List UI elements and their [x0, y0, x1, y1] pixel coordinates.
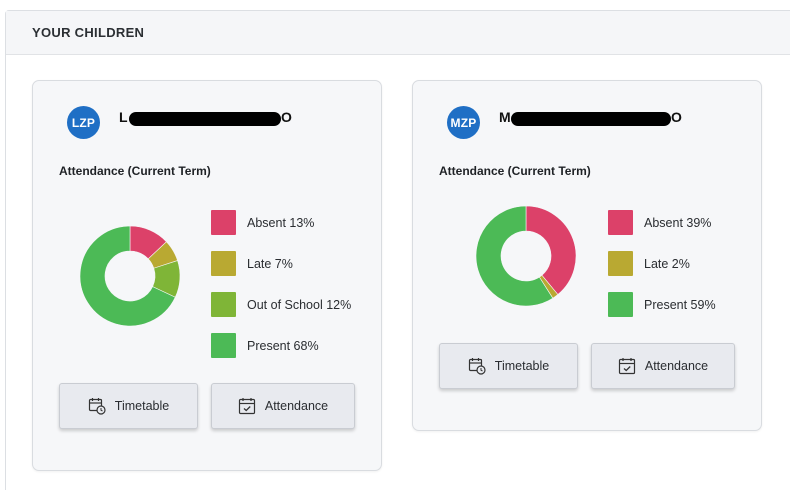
avatar: MZP — [447, 106, 480, 139]
calendar-clock-icon — [468, 358, 486, 375]
child-card-2: MZP M O Attendance (Current Term) Absent… — [412, 80, 762, 431]
donut-segment-present — [79, 225, 176, 327]
attendance-donut — [475, 205, 577, 307]
attendance-button[interactable]: Attendance — [591, 343, 735, 389]
legend-swatch — [211, 251, 236, 276]
legend-item-present: Present 59% — [608, 284, 716, 325]
legend-item-present: Present 68% — [211, 325, 351, 366]
child-name-first: M — [499, 109, 511, 125]
legend-label: Absent 39% — [644, 215, 712, 230]
child-name-first: L — [119, 109, 128, 125]
attendance-title: Attendance (Current Term) — [439, 164, 591, 178]
legend-label: Late 7% — [247, 256, 293, 271]
legend-item-absent: Absent 39% — [608, 202, 716, 243]
avatar: LZP — [67, 106, 100, 139]
child-card-1: LZP L O Attendance (Current Term) Absent… — [32, 80, 382, 471]
donut-segment-absent — [525, 205, 577, 295]
donut-segment-present — [475, 205, 554, 307]
panel-header: YOUR CHILDREN — [6, 11, 790, 55]
legend-item-absent: Absent 13% — [211, 202, 351, 243]
legend-label: Present 59% — [644, 297, 716, 312]
redaction-bar — [129, 112, 281, 126]
legend-item-late: Late 7% — [211, 243, 351, 284]
legend-label: Late 2% — [644, 256, 690, 271]
child-name-end: O — [281, 109, 292, 125]
timetable-button-label: Timetable — [494, 359, 550, 373]
attendance-legend: Absent 39% Late 2% Present 59% — [608, 202, 716, 325]
legend-swatch — [211, 210, 236, 235]
calendar-check-icon — [618, 358, 635, 375]
calendar-check-icon — [238, 398, 255, 415]
legend-item-out-of-school: Out of School 12% — [211, 284, 351, 325]
legend-swatch — [608, 251, 633, 276]
attendance-button[interactable]: Attendance — [211, 383, 355, 429]
legend-label: Present 68% — [247, 338, 319, 353]
attendance-donut — [79, 225, 181, 327]
attendance-legend: Absent 13% Late 7% Out of School 12% Pre… — [211, 202, 351, 366]
attendance-title: Attendance (Current Term) — [59, 164, 211, 178]
legend-item-late: Late 2% — [608, 243, 716, 284]
timetable-button[interactable]: Timetable — [59, 383, 198, 429]
child-name: M — [499, 109, 511, 125]
timetable-button-label: Timetable — [114, 399, 170, 413]
legend-swatch — [211, 333, 236, 358]
timetable-button[interactable]: Timetable — [439, 343, 578, 389]
redaction-bar — [511, 112, 671, 126]
child-name: L — [119, 109, 128, 125]
attendance-button-label: Attendance — [644, 359, 709, 373]
attendance-button-label: Attendance — [264, 399, 329, 413]
calendar-clock-icon — [88, 398, 106, 415]
legend-label: Absent 13% — [247, 215, 315, 230]
legend-swatch — [608, 210, 633, 235]
legend-swatch — [608, 292, 633, 317]
child-name-end: O — [671, 109, 682, 125]
legend-swatch — [211, 292, 236, 317]
panel-title: YOUR CHILDREN — [32, 25, 145, 40]
legend-label: Out of School 12% — [247, 297, 352, 312]
